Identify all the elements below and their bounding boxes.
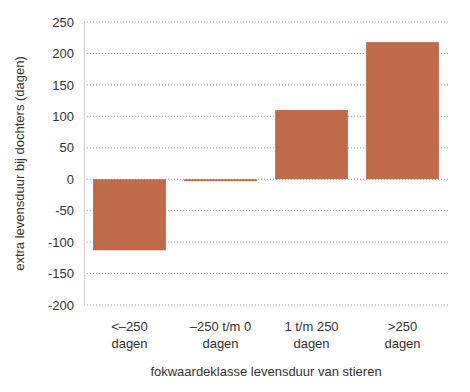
grid-line [84,273,448,274]
y-tick-label: 100 [52,109,74,124]
x-axis-title: fokwaardeklasse levensduur van stieren [150,364,381,379]
y-tick-label: 50 [60,140,74,155]
grid [84,22,448,305]
y-axis-line [84,23,85,306]
y-tick: -100 [48,235,84,250]
x-tick-label: <–250dagen [111,319,148,351]
y-tick-label: -100 [48,235,74,250]
y-tick: 50 [60,140,84,155]
x-tick-label: 1 t/m 250dagen [284,319,338,351]
plot: -200 -150 -100 -50 0 50 100 150 200 250 <–250dagen… [48,15,448,351]
bar [366,42,439,179]
x-tick-label: –250 t/m 0dagen [190,319,251,351]
chart: -200 -150 -100 -50 0 50 100 150 200 250 <–250dagen… [0,0,470,392]
y-axis: -200 -150 -100 -50 0 50 100 150 200 250 [48,15,85,313]
bar [275,110,348,179]
bar [93,179,166,250]
y-tick-label: 250 [52,15,74,30]
x-tick-label: >250dagen [384,319,420,351]
grid-line [84,305,448,306]
y-tick: -50 [55,203,84,218]
y-tick: 200 [52,46,84,61]
y-tick-label: 150 [52,78,74,93]
y-tick-label: -50 [55,203,74,218]
grid-line [84,22,448,23]
y-tick: 0 [67,172,84,187]
y-tick: -150 [48,266,84,281]
y-tick-label: 200 [52,46,74,61]
y-tick: 150 [52,78,84,93]
y-tick-label: 0 [67,172,74,187]
y-tick: -200 [48,298,84,313]
y-tick-label: -200 [48,298,74,313]
bar [184,179,257,181]
y-tick-label: -150 [48,266,74,281]
x-axis: <–250dagen –250 t/m 0dagen 1 t/m 250dagen >… [111,319,420,351]
y-tick: 250 [52,15,84,30]
y-tick: 100 [52,109,84,124]
y-axis-title: extra levensduur bij dochters (dagen) [12,56,27,271]
bars [93,42,439,250]
